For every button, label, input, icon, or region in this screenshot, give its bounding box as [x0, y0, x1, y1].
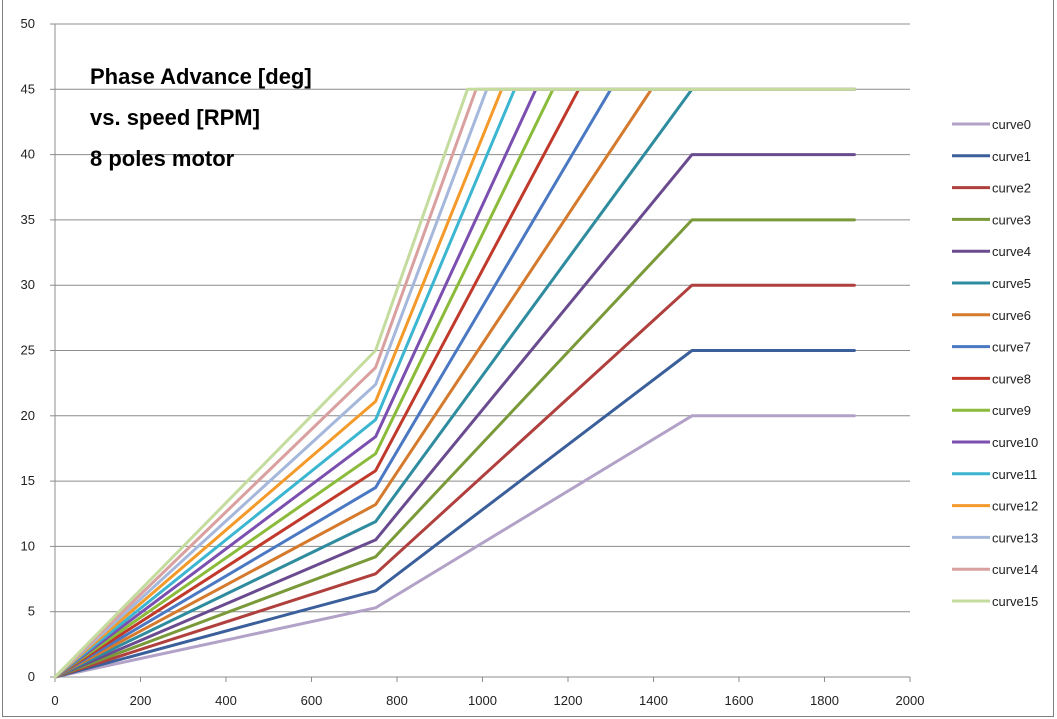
legend-item-curve1: curve1 [952, 149, 1031, 164]
legend-label: curve13 [992, 530, 1038, 545]
series-line-curve15 [53, 87, 856, 679]
y-tick-label: 40 [21, 147, 35, 162]
legend-item-curve4: curve4 [952, 244, 1031, 259]
x-tick-label: 1600 [725, 693, 754, 708]
x-tick-label: 1400 [639, 693, 668, 708]
legend-item-curve0: curve0 [952, 117, 1031, 132]
series-line-curve4 [53, 153, 856, 679]
series-line-curve3 [53, 218, 856, 679]
legend-label: curve4 [992, 244, 1031, 259]
y-tick-label: 20 [21, 408, 35, 423]
title-line-1: Phase Advance [deg] [90, 64, 312, 89]
legend-label: curve7 [992, 340, 1031, 355]
legend-item-curve5: curve5 [952, 276, 1031, 291]
series-lines [53, 87, 856, 679]
title-line-2: vs. speed [RPM] [90, 105, 260, 130]
y-tick-label: 5 [28, 604, 35, 619]
title-line-3: 8 poles motor [90, 146, 235, 171]
legend-label: curve3 [992, 212, 1031, 227]
legend-label: curve14 [992, 562, 1038, 577]
legend-item-curve3: curve3 [952, 212, 1031, 227]
x-tick-label: 2000 [896, 693, 925, 708]
x-tick-label: 400 [215, 693, 237, 708]
y-tick-label: 10 [21, 538, 35, 553]
x-tick-label: 800 [386, 693, 408, 708]
legend-label: curve6 [992, 308, 1031, 323]
legend-item-curve13: curve13 [952, 530, 1038, 545]
y-tick-label: 35 [21, 212, 35, 227]
legend-item-curve15: curve15 [952, 594, 1038, 609]
legend-label: curve15 [992, 594, 1038, 609]
legend-item-curve7: curve7 [952, 340, 1031, 355]
series-line-curve1 [53, 349, 856, 679]
x-tick-label: 600 [301, 693, 323, 708]
legend-label: curve10 [992, 435, 1038, 450]
x-tick-label: 1800 [810, 693, 839, 708]
axes: 0 5 10 15 20 25 30 35 40 45 50 0 200 400 600 800 1000 120… [21, 16, 925, 708]
legend-label: curve11 [992, 467, 1037, 482]
legend-label: curve0 [992, 117, 1031, 132]
y-tick-label: 15 [21, 473, 35, 488]
legend-item-curve10: curve10 [952, 435, 1038, 450]
legend-label: curve1 [992, 149, 1031, 164]
legend-label: curve9 [992, 403, 1031, 418]
y-tick-label: 50 [21, 16, 35, 31]
legend: curve0 curve1 curve2 curve3 curve4 curve5 curv… [952, 117, 1038, 609]
legend-item-curve8: curve8 [952, 371, 1031, 386]
legend-item-curve11: curve11 [952, 467, 1037, 482]
legend-item-curve12: curve12 [952, 499, 1038, 514]
series-line-curve0 [53, 414, 856, 679]
legend-item-curve6: curve6 [952, 308, 1031, 323]
y-tick-label: 25 [21, 343, 35, 358]
legend-label: curve8 [992, 371, 1031, 386]
legend-label: curve12 [992, 499, 1038, 514]
legend-item-curve9: curve9 [952, 403, 1031, 418]
chart-title: Phase Advance [deg] vs. speed [RPM] 8 po… [90, 64, 312, 171]
y-tick-label: 45 [21, 81, 35, 96]
legend-item-curve14: curve14 [952, 562, 1038, 577]
y-tick-label: 30 [21, 277, 35, 292]
x-tick-label: 0 [51, 693, 58, 708]
x-tick-label: 200 [130, 693, 152, 708]
x-tick-label: 1000 [468, 693, 497, 708]
legend-label: curve2 [992, 181, 1031, 196]
series-line-curve2 [53, 283, 856, 679]
y-tick-label: 0 [28, 669, 35, 684]
legend-item-curve2: curve2 [952, 181, 1031, 196]
x-tick-label: 1200 [554, 693, 583, 708]
legend-label: curve5 [992, 276, 1031, 291]
